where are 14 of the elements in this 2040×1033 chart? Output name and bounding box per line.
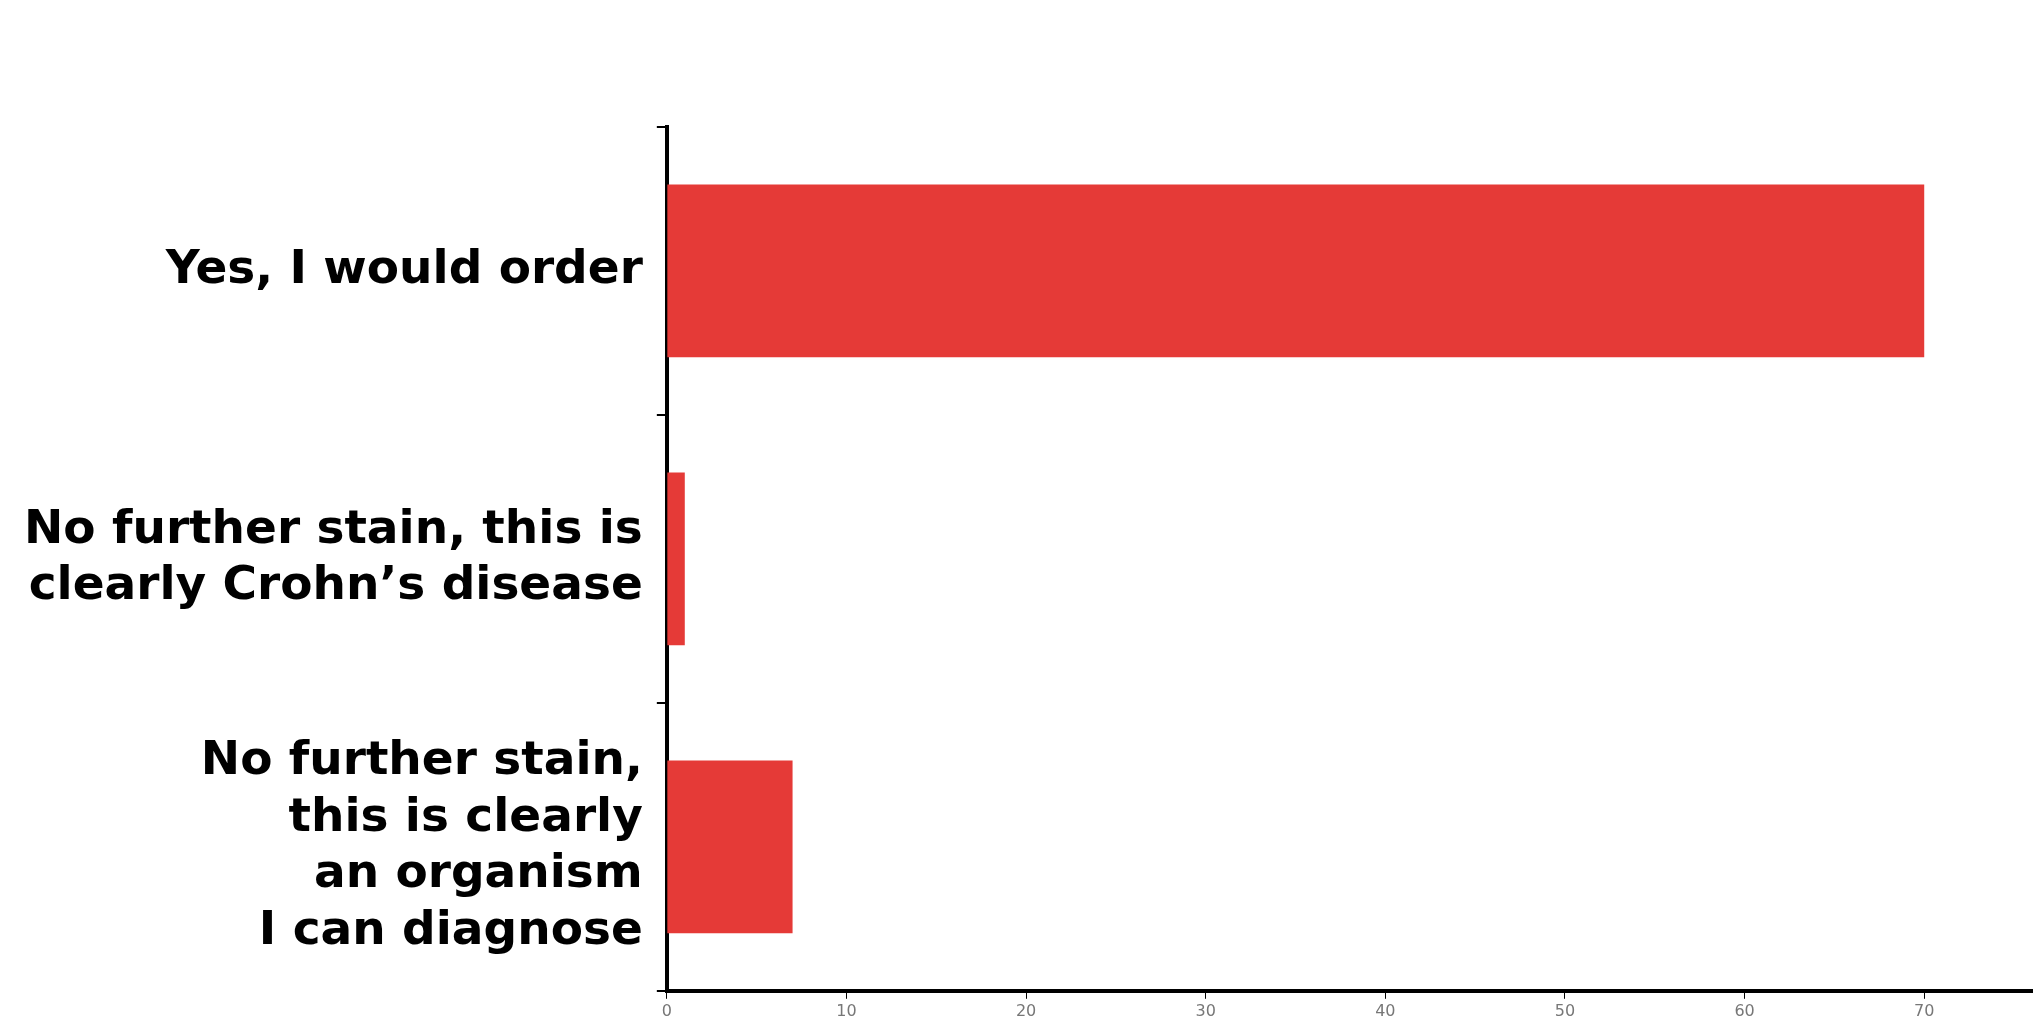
- y-tick-label: No further stain, this is clearly Crohn’s disease: [24, 498, 643, 611]
- x-tick-label: 40: [1375, 1000, 1396, 1020]
- bar: [667, 760, 793, 934]
- x-tick-label: 0: [661, 1000, 672, 1020]
- y-tick-label: No further stain, this is clearly an organism I can diagnose: [200, 730, 643, 955]
- bar: [667, 472, 685, 646]
- bar: [667, 184, 1925, 358]
- y-tick-label: Yes, I would order: [164, 239, 644, 294]
- x-tick-label: 10: [836, 1000, 857, 1020]
- x-tick-label: 70: [1914, 1000, 1935, 1020]
- x-tick-label: 20: [1015, 1000, 1037, 1020]
- x-tick-label: 50: [1554, 1000, 1576, 1020]
- x-tick-label: 60: [1734, 1000, 1755, 1020]
- x-tick-label: 30: [1195, 1000, 1216, 1020]
